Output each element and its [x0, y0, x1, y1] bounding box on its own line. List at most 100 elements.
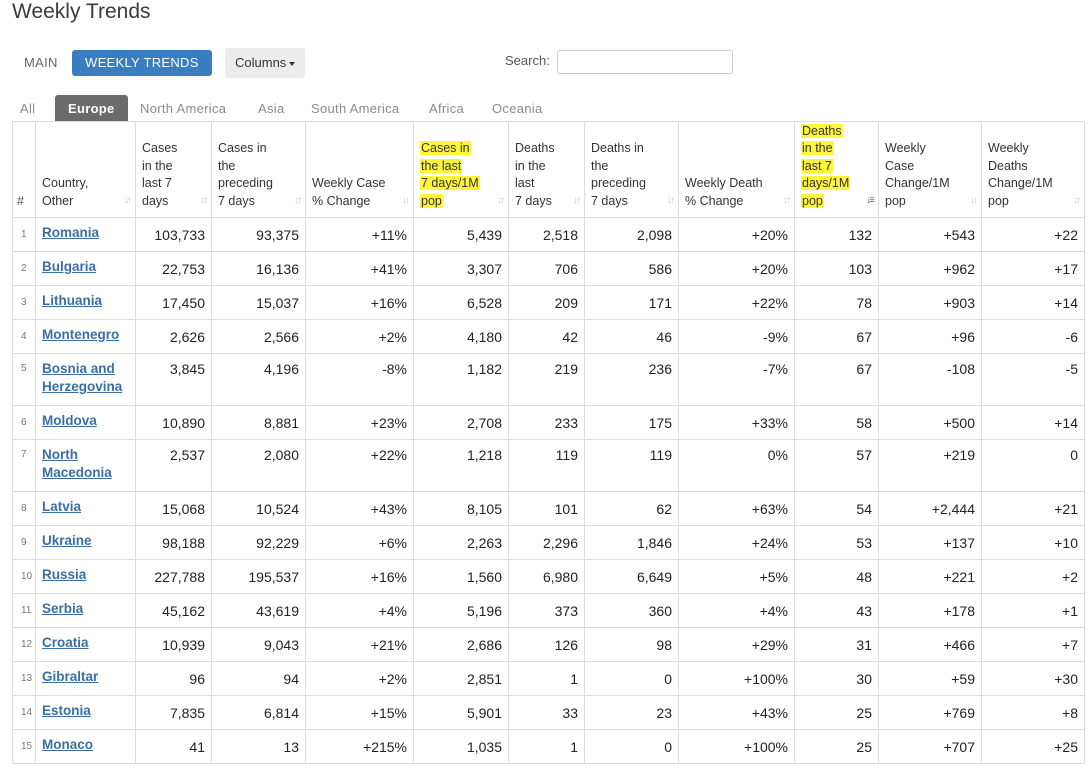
rank-cell: 5 — [12, 353, 36, 406]
country-link[interactable]: Serbia — [42, 601, 84, 616]
value-cell: +33% — [678, 405, 795, 440]
value-cell: 46 — [584, 319, 679, 354]
country-cell: Croatia — [35, 627, 136, 662]
value-cell: -7% — [678, 353, 795, 406]
value-cell: 175 — [584, 405, 679, 440]
sort-icon[interactable]: ↓↑ — [970, 194, 978, 206]
column-header[interactable]: Weekly Death % Change ↓↑ — [678, 121, 795, 218]
value-cell: 2,296 — [508, 525, 585, 560]
column-header-rank[interactable]: # — [12, 121, 36, 218]
country-link[interactable]: Russia — [42, 567, 87, 582]
value-cell: +7 — [981, 627, 1085, 662]
value-cell: 48 — [794, 559, 879, 594]
weekly-trends-tab-button[interactable]: WEEKLY TRENDS — [72, 50, 212, 76]
sort-icon[interactable]: ↓↑ — [1073, 194, 1081, 206]
column-header-text: pop — [420, 193, 443, 208]
country-cell: North Macedonia — [35, 439, 136, 492]
table-row: 6 Moldova 10,890 8,881 +23% 2,708 233 175 +33% 58… — [12, 405, 1085, 440]
sort-icon[interactable]: ↓↑ — [200, 194, 208, 206]
value-cell: +962 — [878, 251, 982, 286]
country-link[interactable]: Estonia — [42, 703, 91, 718]
column-header-text: pop — [988, 193, 1009, 208]
value-cell: +22% — [678, 285, 795, 320]
country-link[interactable]: Monaco — [42, 737, 94, 752]
country-link[interactable]: Montenegro — [42, 327, 120, 342]
tab-asia[interactable]: Asia — [258, 101, 285, 116]
column-header[interactable]: Weekly Case % Change ↓↑ — [305, 121, 414, 218]
column-header-text: Deaths — [515, 141, 555, 155]
column-header[interactable]: Deaths in the last 7 days ↓↑ — [508, 121, 585, 218]
column-header[interactable]: Cases in the last 7 days ↓↑ — [135, 121, 212, 218]
main-tab-button[interactable]: MAIN — [24, 55, 58, 70]
sort-icon[interactable]: ↓↑ — [497, 194, 505, 206]
value-cell: 5,196 — [413, 593, 509, 628]
column-header[interactable]: Cases in the preceding 7 days ↓↑ — [211, 121, 306, 218]
country-link[interactable]: North Macedonia — [42, 447, 112, 480]
country-link[interactable]: Lithuania — [42, 293, 102, 308]
value-cell: 30 — [794, 661, 879, 696]
value-cell: +903 — [878, 285, 982, 320]
column-header[interactable]: Deaths in the last 7 days/1M pop ↓≡ — [794, 121, 879, 218]
value-cell: 10,524 — [211, 491, 306, 526]
column-header-text: last 7 — [142, 176, 172, 190]
value-cell: 33 — [508, 695, 585, 730]
rank-cell: 6 — [12, 405, 36, 440]
country-link[interactable]: Gibraltar — [42, 669, 99, 684]
value-cell: +20% — [678, 251, 795, 286]
tab-south-america[interactable]: South America — [311, 101, 400, 116]
country-cell: Estonia — [35, 695, 136, 730]
sort-icon[interactable]: ↓↑ — [124, 194, 132, 206]
country-link[interactable]: Moldova — [42, 413, 97, 428]
caret-down-icon — [289, 61, 296, 66]
table-row: 4 Montenegro 2,626 2,566 +2% 4,180 42 46 -9% 67 +9… — [12, 319, 1085, 354]
value-cell: 62 — [584, 491, 679, 526]
sort-icon[interactable]: ↓↑ — [783, 194, 791, 206]
column-header[interactable]: Weekly Case Change/1M pop ↓↑ — [878, 121, 982, 218]
value-cell: 3,307 — [413, 251, 509, 286]
column-header-text: preceding — [218, 176, 273, 190]
tab-all[interactable]: All — [20, 101, 36, 116]
value-cell: -9% — [678, 319, 795, 354]
column-header-text: Deaths in — [591, 141, 644, 155]
value-cell: +21% — [305, 627, 414, 662]
sort-icon[interactable]: ↓↑ — [667, 194, 675, 206]
column-header[interactable]: Country, Other ↓↑ — [35, 121, 136, 218]
tab-africa[interactable]: Africa — [429, 101, 465, 116]
tab-north-america[interactable]: North America — [140, 101, 227, 116]
value-cell: 236 — [584, 353, 679, 406]
value-cell: 119 — [508, 439, 585, 492]
column-header[interactable]: Deaths in the preceding 7 days ↓↑ — [584, 121, 679, 218]
columns-dropdown-button[interactable]: Columns — [225, 48, 306, 78]
table-row: 10 Russia 227,788 195,537 +16% 1,560 6,980 6,64… — [12, 559, 1085, 594]
page-title: Weekly Trends — [12, 0, 151, 23]
country-link[interactable]: Latvia — [42, 499, 82, 514]
sort-descending-icon[interactable]: ↓≡ — [866, 194, 875, 206]
country-link[interactable]: Croatia — [42, 635, 89, 650]
search-input[interactable] — [557, 50, 733, 74]
tab-oceania[interactable]: Oceania — [492, 101, 543, 116]
rank-cell: 7 — [12, 439, 36, 492]
value-cell: 10,890 — [135, 405, 212, 440]
table-row: 14 Estonia 7,835 6,814 +15% 5,901 33 23 +43% 25 +7… — [12, 695, 1085, 730]
value-cell: 17,450 — [135, 285, 212, 320]
value-cell: -6 — [981, 319, 1085, 354]
sort-icon[interactable]: ↓↑ — [294, 194, 302, 206]
tab-europe[interactable]: Europe — [55, 95, 128, 122]
country-link[interactable]: Romania — [42, 225, 100, 240]
value-cell: 4,196 — [211, 353, 306, 406]
country-link[interactable]: Bosnia and Herzegovina — [42, 361, 123, 394]
country-link[interactable]: Bulgaria — [42, 259, 97, 274]
rank-cell: 13 — [12, 661, 36, 696]
column-header[interactable]: Weekly Deaths Change/1M pop ↓↑ — [981, 121, 1085, 218]
column-header[interactable]: Cases in the last 7 days/1M pop ↓↑ — [413, 121, 509, 218]
sort-icon[interactable]: ↓↑ — [573, 194, 581, 206]
value-cell: 1,035 — [413, 729, 509, 764]
value-cell: 58 — [794, 405, 879, 440]
country-link[interactable]: Ukraine — [42, 533, 92, 548]
column-header-text: preceding — [591, 176, 646, 190]
value-cell: +178 — [878, 593, 982, 628]
value-cell: +1 — [981, 593, 1085, 628]
value-cell: 2,566 — [211, 319, 306, 354]
value-cell: 22,753 — [135, 251, 212, 286]
sort-icon[interactable]: ↓↑ — [402, 194, 410, 206]
